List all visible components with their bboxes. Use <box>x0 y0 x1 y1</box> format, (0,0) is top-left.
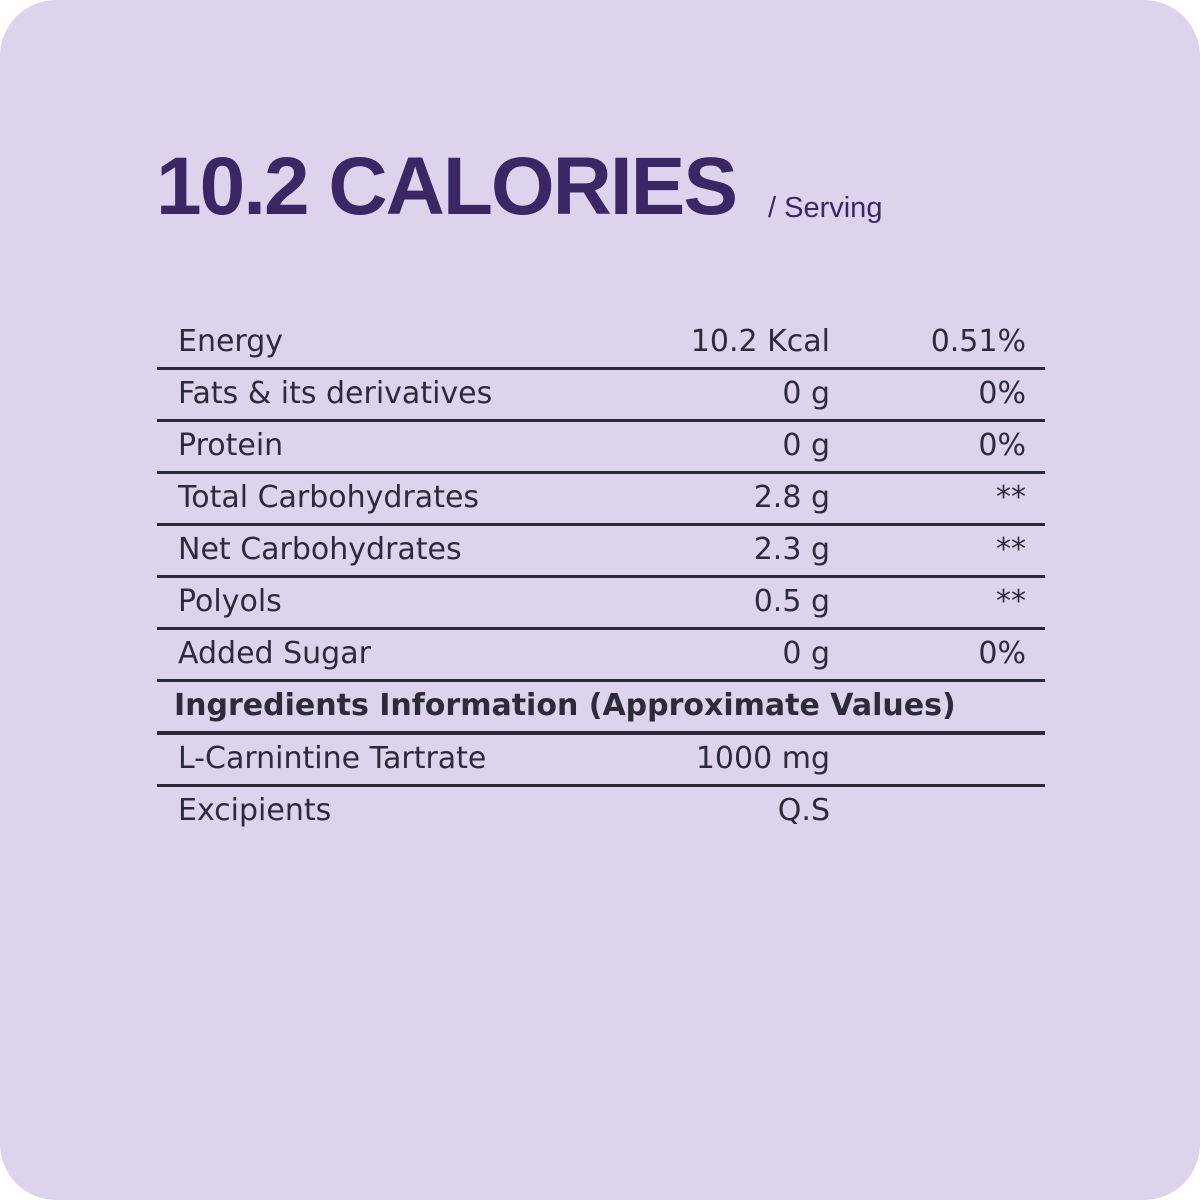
section-heading-row: Ingredients Information (Approximate Val… <box>157 682 1045 735</box>
nutrition-table: Energy 10.2 Kcal 0.51% Fats & its derivativ… <box>157 318 1045 836</box>
daily-value: ** <box>996 480 1026 515</box>
section-heading: Ingredients Information (Approximate Val… <box>174 688 956 723</box>
amount: 0 g <box>782 428 830 463</box>
daily-value: ** <box>996 532 1026 567</box>
amount: 10.2 Kcal <box>690 324 830 359</box>
daily-value: 0% <box>978 376 1026 411</box>
nutrient-name: L-Carnintine Tartrate <box>178 741 487 776</box>
table-row: Added Sugar 0 g 0% <box>157 630 1045 682</box>
table-row: Net Carbohydrates 2.3 g ** <box>157 526 1045 578</box>
amount: 0 g <box>782 636 830 671</box>
amount: 2.3 g <box>753 532 830 567</box>
nutrient-name: Added Sugar <box>178 636 371 671</box>
table-row: L-Carnintine Tartrate 1000 mg <box>157 735 1045 787</box>
nutrient-name: Energy <box>178 324 284 359</box>
table-row: Excipients Q.S <box>157 787 1045 836</box>
table-row: Fats & its derivatives 0 g 0% <box>157 370 1045 422</box>
amount: 0 g <box>782 376 830 411</box>
nutrient-name: Net Carbohydrates <box>178 532 462 567</box>
amount: 0.5 g <box>753 584 830 619</box>
daily-value: 0.51% <box>930 324 1026 359</box>
nutrient-name: Total Carbohydrates <box>178 480 480 515</box>
serving-label: / Serving <box>768 192 883 224</box>
nutrient-name: Excipients <box>178 793 332 828</box>
table-row: Energy 10.2 Kcal 0.51% <box>157 318 1045 370</box>
nutrient-name: Protein <box>178 428 284 463</box>
table-row: Total Carbohydrates 2.8 g ** <box>157 474 1045 526</box>
daily-value: 0% <box>978 636 1026 671</box>
calories-title: 10.2 CALORIES <box>156 141 738 232</box>
nutrient-name: Fats & its derivatives <box>178 376 493 411</box>
table-row: Protein 0 g 0% <box>157 422 1045 474</box>
daily-value: 0% <box>978 428 1026 463</box>
amount: 2.8 g <box>753 480 830 515</box>
amount: Q.S <box>777 793 830 828</box>
daily-value: ** <box>996 584 1026 619</box>
amount: 1000 mg <box>695 741 830 776</box>
nutrient-name: Polyols <box>178 584 282 619</box>
table-row: Polyols 0.5 g ** <box>157 578 1045 630</box>
